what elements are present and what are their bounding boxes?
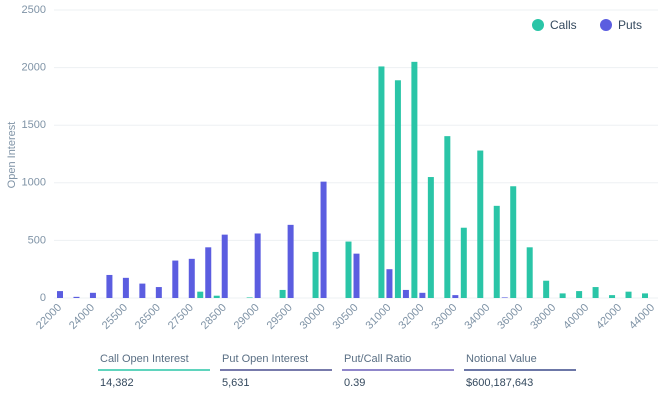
bar [312, 251, 319, 298]
bar [213, 295, 220, 298]
y-tick-label: 0 [40, 292, 46, 304]
bar [452, 295, 459, 298]
x-tick-label: 38000 [528, 302, 558, 332]
bar [444, 136, 451, 298]
x-tick-label: 25500 [100, 302, 130, 332]
x-tick-label: 40000 [561, 302, 591, 332]
x-tick-label: 29000 [232, 302, 262, 332]
legend-label: Calls [550, 18, 577, 32]
bar [89, 292, 96, 298]
stat-value: 14,382 [100, 377, 134, 389]
x-tick-label: 42000 [594, 302, 624, 332]
stat-label: Put Open Interest [222, 353, 308, 365]
y-tick-label: 2000 [22, 62, 46, 74]
bar [609, 295, 616, 298]
bar [625, 291, 632, 298]
bar [73, 296, 80, 298]
bar [419, 292, 426, 298]
bar [254, 233, 261, 298]
x-tick-label: 44000 [627, 302, 657, 332]
bar [526, 247, 533, 298]
bar [188, 258, 195, 298]
stat-value: 5,631 [222, 377, 250, 389]
bar [155, 287, 162, 298]
stat-label: Call Open Interest [100, 353, 189, 365]
bar [320, 181, 327, 298]
bar [559, 293, 566, 298]
y-tick-label: 1000 [22, 177, 46, 189]
bar [345, 241, 352, 298]
y-axis-label: Open Interest [6, 122, 18, 189]
y-tick-label: 500 [28, 234, 46, 246]
x-tick-label: 22000 [34, 302, 64, 332]
x-tick-label: 32000 [396, 302, 426, 332]
bar [543, 280, 550, 298]
bar [221, 234, 228, 298]
legend-marker [532, 19, 544, 31]
x-tick-label: 28500 [199, 302, 229, 332]
bar [279, 289, 286, 298]
bar [287, 224, 294, 298]
bar [501, 297, 508, 298]
x-tick-label: 27500 [166, 302, 196, 332]
x-tick-label: 26500 [133, 302, 163, 332]
x-tick-label: 36000 [495, 302, 525, 332]
x-tick-label: 30000 [298, 302, 328, 332]
bar [139, 283, 146, 298]
legend-label: Puts [618, 18, 642, 32]
bar [197, 291, 204, 298]
bar [57, 291, 63, 298]
x-tick-label: 31000 [364, 302, 394, 332]
x-tick-label: 30500 [331, 302, 361, 332]
bar [460, 227, 467, 298]
bar [246, 297, 253, 298]
y-tick-label: 1500 [22, 119, 46, 131]
bar [411, 61, 418, 299]
bar [106, 274, 113, 298]
stat-value: 0.39 [344, 377, 365, 389]
x-tick-label: 24000 [67, 302, 97, 332]
stat-label: Put/Call Ratio [344, 353, 411, 365]
bar [642, 293, 648, 298]
bar [493, 205, 500, 298]
bar [122, 277, 129, 298]
bar [205, 247, 212, 298]
y-tick-label: 2500 [22, 4, 46, 16]
bar [386, 269, 393, 298]
bar [427, 177, 434, 298]
bar [477, 150, 484, 298]
stat-label: Notional Value [466, 353, 537, 365]
bar [576, 291, 583, 298]
stat-value: $600,187,643 [466, 377, 533, 389]
bar [378, 66, 385, 298]
bar [510, 186, 517, 298]
x-tick-label: 29500 [265, 302, 295, 332]
bar [592, 287, 599, 298]
x-tick-label: 34000 [462, 302, 492, 332]
x-tick-label: 33000 [429, 302, 459, 332]
bar [402, 289, 409, 298]
bar [394, 80, 401, 298]
bar [172, 260, 179, 298]
bar [353, 253, 360, 298]
legend-marker [600, 19, 612, 31]
